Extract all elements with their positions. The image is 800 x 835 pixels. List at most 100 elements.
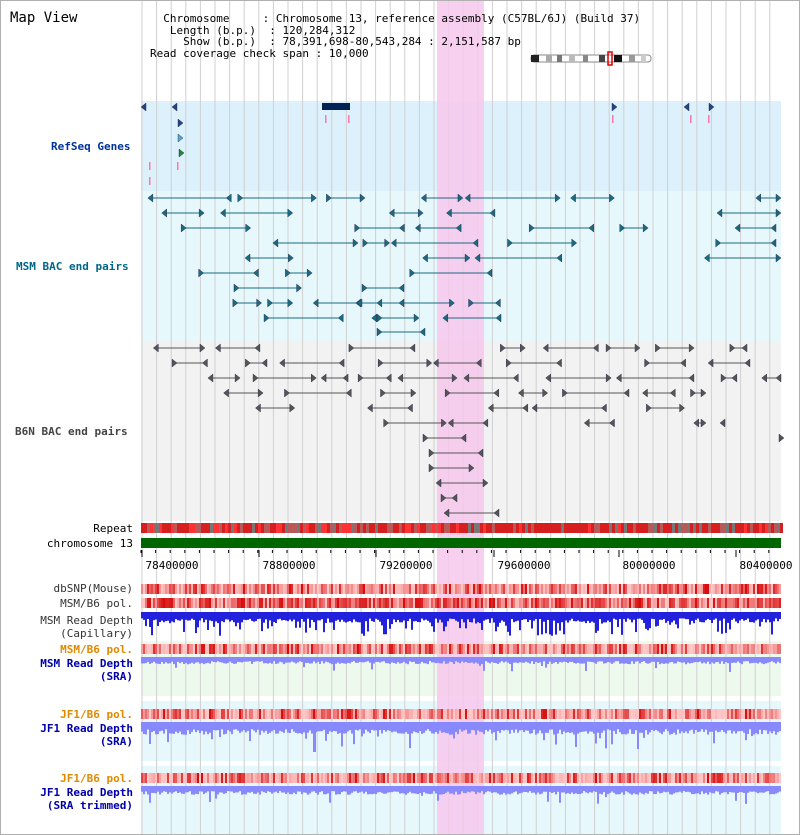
repeat-segment bbox=[234, 523, 237, 533]
msm-b6-pol-heat-track-2-cell bbox=[321, 644, 323, 654]
jf1-b6-pol-heat-track-1-cell bbox=[355, 709, 357, 719]
msm-b6-pol-heat-track-2-cell bbox=[715, 644, 717, 654]
dbsnp-heat-track-cell bbox=[173, 584, 175, 594]
jf1-b6-pol-heat-track-2-cell bbox=[311, 773, 313, 783]
msm-depth-sra-track-bar bbox=[219, 657, 221, 663]
msm-depth-capillary-track-bar bbox=[151, 612, 153, 636]
msm-b6-pol-heat-track-1 bbox=[141, 598, 781, 608]
msm-bac-pair-end bbox=[422, 253, 428, 263]
jf1-b6-pol-heat-track-1-cell bbox=[383, 709, 385, 719]
msm-depth-sra-track-bar bbox=[707, 657, 709, 662]
msm-depth-capillary-track-bar bbox=[245, 612, 247, 621]
dbsnp-heat-track-cell bbox=[773, 584, 775, 594]
jf1-b6-pol-heat-track-2-cell bbox=[639, 773, 641, 783]
dbsnp-heat-track-cell bbox=[277, 584, 279, 594]
msm-depth-sra-track-bar bbox=[153, 657, 155, 662]
jf1-b6-pol-heat-track-1-cell bbox=[525, 709, 527, 719]
msm-b6-pol-heat-track-1-cell bbox=[599, 598, 601, 608]
msm-depth-capillary-track-bar bbox=[601, 612, 603, 624]
repeat-segment bbox=[399, 523, 402, 533]
jf1-b6-pol-heat-track-2-cell bbox=[591, 773, 593, 783]
jf1-depth-trimmed-track-bar bbox=[553, 786, 555, 793]
msm-depth-capillary-track-bar bbox=[433, 612, 435, 632]
jf1-b6-pol-heat-track-1-cell bbox=[187, 709, 189, 719]
msm-b6-pol-heat-track-2-cell bbox=[365, 644, 367, 654]
msm-b6-pol-heat-track-2-cell bbox=[177, 644, 179, 654]
jf1-depth-trimmed-track-bar bbox=[699, 786, 701, 795]
jf1-b6-pol-heat-track-1-cell bbox=[189, 709, 191, 719]
msm-b6-pol-heat-track-2-cell bbox=[707, 644, 709, 654]
dbsnp-heat-track-cell bbox=[343, 584, 345, 594]
jf1-b6-pol-heat-track-2-cell bbox=[291, 773, 293, 783]
dbsnp-heat-track-cell bbox=[549, 584, 551, 594]
msm-depth-sra-track-bar bbox=[581, 657, 583, 664]
jf1-b6-pol-heat-track-2-cell bbox=[521, 773, 523, 783]
msm-depth-sra-track-bar bbox=[465, 657, 467, 662]
jf1-depth-trimmed-track-bar bbox=[507, 786, 509, 794]
b6n-bac-pair-end bbox=[443, 508, 450, 518]
msm-b6-pol-heat-track-1-cell bbox=[497, 598, 499, 608]
msm-b6-pol-heat-track-1-cell bbox=[539, 598, 541, 608]
jf1-b6-pol-heat-track-1-cell bbox=[773, 709, 775, 719]
jf1-b6-pol-heat-track-2-cell bbox=[483, 773, 485, 783]
msm-depth-sra-track-bar bbox=[625, 657, 627, 664]
jf1-b6-pol-heat-track-1-cell bbox=[543, 709, 545, 719]
jf1-b6-pol-heat-track-1-cell bbox=[279, 709, 281, 719]
jf1-depth-trimmed-track-bar bbox=[693, 786, 695, 795]
jf1-depth-sra-track-bar bbox=[457, 722, 459, 735]
msm-b6-pol-heat-track-2-cell bbox=[167, 644, 169, 654]
jf1-depth-trimmed-track-bar bbox=[293, 786, 295, 793]
msm-b6-pol-heat-track-1-cell bbox=[185, 598, 187, 608]
msm-depth-sra-track-bar bbox=[409, 657, 411, 662]
repeat-segment bbox=[573, 523, 576, 533]
jf1-b6-pol-heat-track-1-cell bbox=[499, 709, 501, 719]
msm-depth-capillary-track-bar bbox=[251, 612, 253, 621]
msm-b6-pol-heat-track-1-cell bbox=[597, 598, 599, 608]
jf1-depth-sra-track-bar bbox=[261, 722, 263, 731]
repeat-segment bbox=[477, 523, 480, 533]
b6n-bac-pair-end bbox=[435, 478, 442, 488]
msm-b6-pol-heat-track-2-cell bbox=[219, 644, 221, 654]
msm-depth-sra-track-bar bbox=[237, 657, 239, 662]
msm-b6-pol-heat-track-2-cell bbox=[711, 644, 713, 654]
msm-b6-pol-heat-track-2-cell bbox=[581, 644, 583, 654]
jf1-b6-pol-heat-track-2-cell bbox=[727, 773, 729, 783]
jf1-depth-sra-track-bar bbox=[221, 722, 223, 730]
msm-bac-pair-end bbox=[555, 193, 561, 203]
msm-depth-capillary-track-bar bbox=[639, 612, 641, 619]
jf1-depth-sra-track-bar bbox=[763, 722, 765, 731]
dbsnp-heat-track-cell bbox=[711, 584, 713, 594]
jf1-depth-trimmed-track-bar bbox=[633, 786, 635, 794]
jf1-b6-pol-heat-track-2-cell bbox=[259, 773, 261, 783]
msm-b6-pol-heat-track-2-cell bbox=[301, 644, 303, 654]
jf1-depth-sra-track-bar bbox=[231, 722, 233, 735]
msm-b6-pol-heat-track-1-cell bbox=[637, 598, 639, 608]
msm-bac-pair-end bbox=[296, 283, 302, 293]
msm-b6-pol-heat-track-2-cell bbox=[483, 644, 485, 654]
msm-depth-capillary-track-bar bbox=[401, 612, 403, 623]
jf1-depth-trimmed-track-bar bbox=[675, 786, 677, 793]
jf1-b6-pol-heat-track-1-cell bbox=[165, 709, 167, 719]
jf1-depth-trimmed-track-bar bbox=[655, 786, 657, 795]
jf1-depth-trimmed-track-bar bbox=[607, 786, 609, 795]
msm-depth-sra-track-bar bbox=[297, 657, 299, 663]
msm-b6-pol-heat-track-1-cell bbox=[245, 598, 247, 608]
dbsnp-heat-track-cell bbox=[175, 584, 177, 594]
jf1-depth-sra-track-bar bbox=[365, 722, 367, 730]
dbsnp-heat-track-cell bbox=[663, 584, 665, 594]
jf1-b6-pol-heat-track-1-cell bbox=[143, 709, 145, 719]
jf1-depth-trimmed-track-bar bbox=[197, 786, 199, 795]
repeat-segment bbox=[702, 523, 705, 533]
repeat-segment bbox=[552, 523, 555, 533]
jf1-b6-pol-heat-track-2-cell bbox=[181, 773, 183, 783]
dbsnp-heat-track-cell bbox=[463, 584, 465, 594]
msm-b6-pol-heat-track-2-cell bbox=[491, 644, 493, 654]
msm-b6-pol-heat-track-1-cell bbox=[261, 598, 263, 608]
msm-b6-pol-heat-track-1-cell bbox=[765, 598, 767, 608]
msm-depth-capillary-track-bar bbox=[339, 612, 341, 622]
jf1-b6-pol-heat-track-2-cell bbox=[389, 773, 391, 783]
jf1-depth-trimmed-track-bar bbox=[617, 786, 619, 795]
msm-b6-pol-heat-track-2-cell bbox=[253, 644, 255, 654]
msm-b6-pol-heat-track-2-cell bbox=[145, 644, 147, 654]
